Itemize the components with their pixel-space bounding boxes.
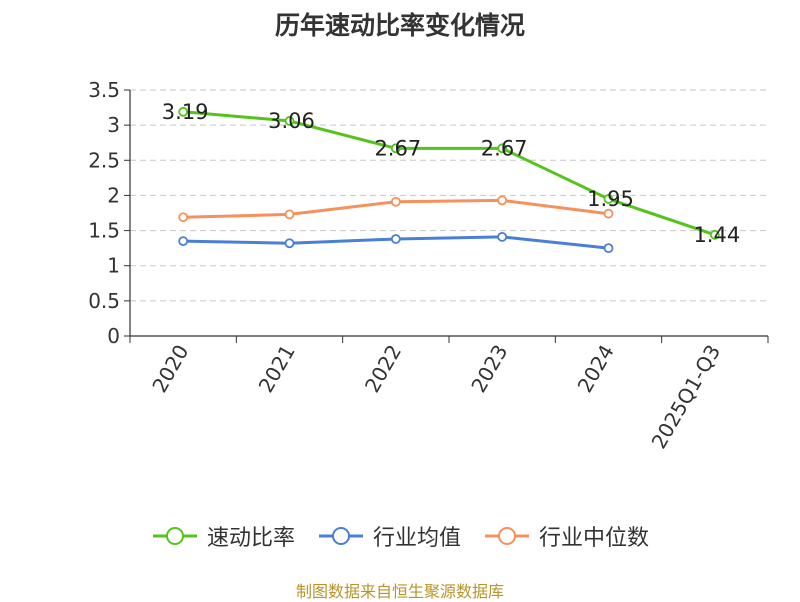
series-line-0 bbox=[183, 110, 716, 237]
y-tick-label: 3 bbox=[107, 113, 120, 137]
data-label: 1.44 bbox=[693, 223, 740, 247]
y-tick-label: 0 bbox=[107, 324, 120, 348]
legend-swatch bbox=[485, 527, 529, 545]
y-tick-label: 2.5 bbox=[88, 148, 120, 172]
x-tick-label: 2025Q1-Q3 bbox=[646, 341, 725, 453]
y-tick-label: 0.5 bbox=[88, 289, 120, 313]
x-tick-label: 2020 bbox=[147, 341, 193, 397]
data-point bbox=[284, 238, 295, 249]
data-label: 1.95 bbox=[587, 187, 634, 211]
legend-item[interactable]: 行业中位数 bbox=[483, 520, 649, 552]
legend-label: 速动比率 bbox=[206, 526, 295, 551]
data-point bbox=[497, 195, 508, 206]
data-point bbox=[178, 236, 189, 247]
x-tick-label: 2023 bbox=[466, 340, 512, 396]
data-labels: 3.19 3.06 2.67 2.67 1.95 1.44 bbox=[162, 100, 740, 247]
x-tick-label: 2024 bbox=[573, 341, 619, 397]
y-tick-label: 3.5 bbox=[88, 78, 120, 102]
data-label: 3.19 bbox=[162, 100, 209, 124]
data-point bbox=[603, 243, 614, 254]
data-point bbox=[178, 212, 189, 223]
source-note: 制图数据来自恒生聚源数据库 bbox=[295, 582, 504, 601]
data-point bbox=[284, 209, 295, 220]
data-label: 3.06 bbox=[268, 109, 315, 133]
data-label: 2.67 bbox=[481, 136, 528, 160]
legend-item[interactable]: 行业均值 bbox=[317, 520, 461, 552]
y-tick-label: 1 bbox=[107, 254, 120, 278]
legend-label: 行业中位数 bbox=[539, 526, 650, 551]
data-point bbox=[284, 116, 295, 126]
data-label: 2.67 bbox=[374, 136, 421, 160]
data-point bbox=[603, 194, 614, 204]
legend: 速动比率 行业均值 行业中位数 bbox=[0, 520, 800, 552]
data-point bbox=[390, 143, 401, 154]
legend-swatch bbox=[318, 527, 363, 545]
x-tick-label: 2021 bbox=[254, 341, 300, 397]
data-point bbox=[603, 208, 614, 219]
data-point bbox=[497, 231, 508, 242]
y-tick-label: 1.5 bbox=[88, 219, 120, 243]
legend-item[interactable]: 速动比率 bbox=[151, 520, 295, 552]
grid-lines bbox=[130, 89, 768, 302]
chart-title: 历年速动比率变化情况 bbox=[274, 11, 525, 40]
data-point bbox=[709, 229, 720, 240]
legend-swatch bbox=[152, 527, 197, 545]
x-tick-label: 2022 bbox=[360, 341, 406, 397]
legend-label: 行业均值 bbox=[372, 526, 461, 551]
series-lines bbox=[178, 106, 720, 254]
data-point bbox=[390, 196, 401, 207]
y-tick-label: 2 bbox=[107, 183, 120, 207]
data-point bbox=[497, 143, 508, 154]
data-point bbox=[178, 106, 189, 117]
data-point bbox=[390, 234, 401, 244]
